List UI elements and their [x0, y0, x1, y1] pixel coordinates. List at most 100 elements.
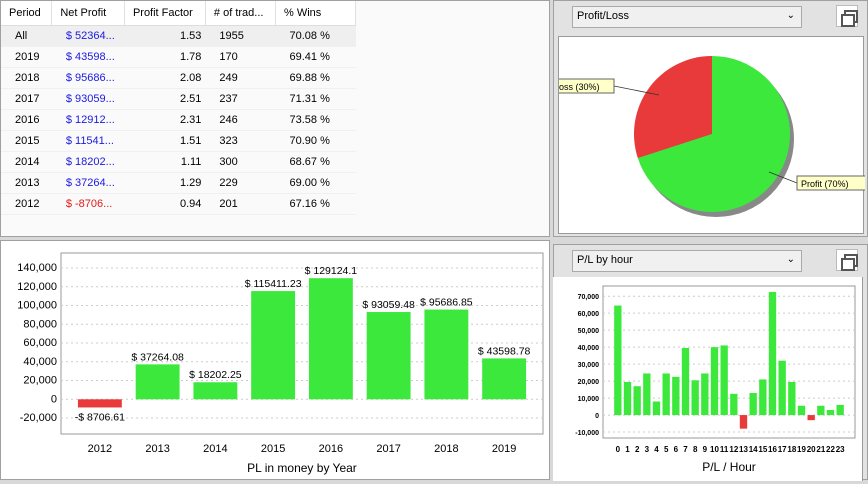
- net-profit-cell: $ 93059...: [51, 88, 125, 110]
- profit-loss-panel: Profit/Loss ⌄ Loss (30%) Profit (70%): [549, 0, 868, 237]
- trades-cell: 246: [205, 109, 276, 131]
- y-tick-label: 120,000: [17, 281, 57, 293]
- profit-factor-cell: 1.11: [124, 151, 206, 173]
- bar: [662, 373, 670, 416]
- trades-cell: 1955: [205, 25, 276, 47]
- select-value: Profit/Loss: [577, 10, 629, 22]
- trades-cell: 323: [205, 130, 276, 152]
- column-header[interactable]: % Wins: [275, 1, 356, 26]
- y-tick-label: 0: [51, 393, 57, 405]
- y-tick-label: 10,000: [578, 396, 600, 403]
- bar: [308, 278, 353, 400]
- profit-factor-cell: 1.29: [124, 172, 206, 194]
- bar: [623, 381, 632, 416]
- x-tick-label: 20: [807, 445, 816, 454]
- x-tick-label: 2017: [376, 443, 400, 455]
- bar: [817, 405, 825, 416]
- x-tick-label: 15: [758, 445, 767, 454]
- y-tick-label: 100,000: [17, 300, 57, 312]
- column-header[interactable]: Period: [1, 1, 53, 26]
- wins-cell: 69.41 %: [275, 46, 356, 68]
- net-profit-cell: $ 43598...: [51, 46, 125, 68]
- bar: [807, 415, 815, 421]
- table-row[interactable]: 2019 $ 43598... 1.78 170 69.41 %: [1, 46, 356, 68]
- hourly-pl-panel: P/L by hour ⌄ -10,000 0 10,000 20,000 30,000 4…: [553, 244, 868, 481]
- wins-cell: 67.16 %: [275, 193, 356, 215]
- bar: [749, 392, 757, 416]
- x-tick-label: 2: [635, 445, 640, 454]
- bar: [759, 379, 767, 416]
- period-cell: 2013: [1, 172, 52, 194]
- table-row[interactable]: 2015 $ 11541... 1.51 323 70.90 %: [1, 130, 356, 152]
- trades-cell: 201: [205, 193, 276, 215]
- profit-factor-cell: 1.53: [124, 25, 206, 47]
- bar-value-label: $ 37264.08: [131, 351, 184, 363]
- x-tick-label: 2016: [319, 443, 343, 455]
- trades-cell: 249: [205, 67, 276, 89]
- chevron-down-icon: ⌄: [786, 254, 795, 265]
- bar: [826, 409, 835, 416]
- x-tick-label: 1: [625, 445, 630, 454]
- x-tick-label: 9: [703, 445, 708, 454]
- table-row[interactable]: All $ 52364... 1.53 1955 70.08 %: [1, 25, 356, 47]
- period-cell: 2012: [1, 193, 52, 215]
- table-row[interactable]: 2012 $ -8706... 0.94 201 67.16 %: [1, 193, 356, 215]
- y-tick-label: 50,000: [578, 328, 600, 335]
- table-row[interactable]: 2016 $ 12912... 2.31 246 73.58 %: [1, 109, 356, 131]
- y-tick-label: 20,000: [23, 375, 57, 387]
- x-tick-label: 19: [797, 445, 806, 454]
- bar: [739, 415, 748, 429]
- x-tick-label: 2018: [434, 443, 458, 455]
- table-row[interactable]: 2017 $ 93059... 2.51 237 71.31 %: [1, 88, 356, 110]
- bar: [193, 382, 238, 400]
- column-header[interactable]: Net Profit: [51, 1, 125, 26]
- net-profit-cell: $ 18202...: [51, 151, 125, 173]
- table-row[interactable]: 2013 $ 37264... 1.29 229 69.00 %: [1, 172, 356, 194]
- bar: [691, 380, 699, 416]
- bar: [251, 291, 296, 400]
- period-stats-table-panel: Period Net Profit Profit Factor # of trad..…: [0, 0, 550, 237]
- period-cell: All: [1, 25, 52, 47]
- x-tick-label: 2019: [492, 443, 516, 455]
- bar: [797, 405, 806, 416]
- bar: [778, 360, 786, 416]
- y-tick-label: 60,000: [23, 337, 57, 349]
- x-tick-label: 2015: [261, 443, 285, 455]
- hour-chart-area: -10,000 0 10,000 20,000 30,000 40,000 50,000 60…: [553, 277, 863, 481]
- bar: [788, 381, 796, 416]
- bar-value-label: -$ 8706.61: [75, 411, 125, 423]
- table-row[interactable]: 2014 $ 18202... 1.11 300 68.67 %: [1, 151, 356, 173]
- pie-label-leader: [768, 171, 798, 184]
- x-tick-label: 2014: [203, 443, 227, 455]
- column-header[interactable]: Profit Factor: [124, 1, 206, 26]
- net-profit-cell: $ -8706...: [51, 193, 125, 215]
- y-tick-label: 0: [595, 413, 599, 420]
- table-row[interactable]: 2018 $ 95686... 2.08 249 69.88 %: [1, 67, 356, 89]
- bar: [710, 347, 719, 416]
- period-cell: 2014: [1, 151, 52, 173]
- trades-cell: 300: [205, 151, 276, 173]
- x-tick-label: 16: [768, 445, 777, 454]
- restore-window-button[interactable]: [836, 249, 858, 271]
- column-header[interactable]: # of trad...: [205, 1, 277, 26]
- restore-window-button[interactable]: [836, 5, 858, 27]
- chart-type-select[interactable]: P/L by hour ⌄: [572, 250, 802, 272]
- y-tick-label: 40,000: [578, 345, 600, 352]
- x-tick-label: 6: [674, 445, 679, 454]
- bar: [643, 373, 651, 416]
- profit-factor-cell: 1.78: [124, 46, 206, 68]
- x-tick-label: 3: [645, 445, 650, 454]
- trades-cell: 170: [205, 46, 276, 68]
- net-profit-cell: $ 95686...: [51, 67, 125, 89]
- x-tick-label: 2012: [88, 443, 112, 455]
- chart-type-select[interactable]: Profit/Loss ⌄: [572, 6, 802, 28]
- wins-cell: 68.67 %: [275, 151, 356, 173]
- bar: [681, 347, 690, 416]
- y-tick-label: 30,000: [578, 362, 600, 369]
- x-tick-label: 18: [787, 445, 796, 454]
- x-tick-label: 22: [826, 445, 835, 454]
- bar-value-label: $ 93059.48: [362, 299, 415, 311]
- x-tick-label: 5: [664, 445, 669, 454]
- period-cell: 2019: [1, 46, 52, 68]
- wins-cell: 70.90 %: [275, 130, 356, 152]
